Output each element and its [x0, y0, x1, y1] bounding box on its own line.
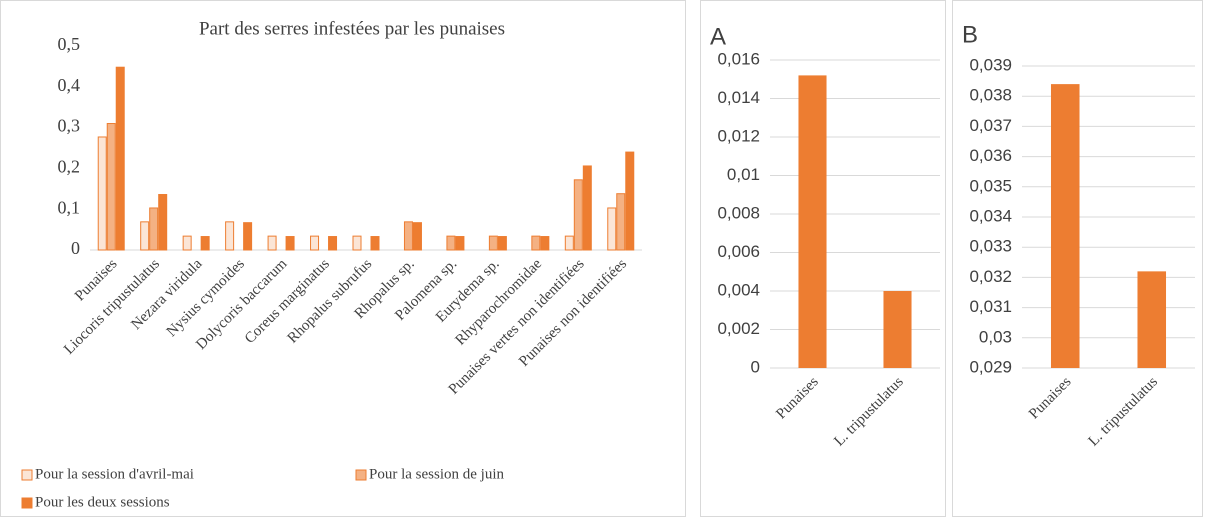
y-tick-label: 0,037	[969, 116, 1012, 135]
bar	[403, 221, 413, 251]
chart-title: B	[962, 21, 978, 48]
y-tick-label: 0,014	[717, 88, 760, 107]
y-tick-label: 0,039	[969, 55, 1012, 74]
bar	[1050, 84, 1080, 369]
bar	[607, 207, 617, 251]
bar	[106, 123, 116, 251]
bar	[497, 236, 507, 251]
bar	[352, 235, 362, 251]
y-tick-label: 0,038	[969, 86, 1012, 105]
legend-swatch	[21, 469, 33, 481]
y-tick-label: 0,004	[717, 280, 760, 299]
y-tick-label: 0,012	[717, 126, 760, 145]
y-tick-label: 0,3	[58, 116, 81, 136]
y-tick-label: 0	[751, 357, 760, 376]
bar	[182, 235, 192, 251]
bar	[582, 165, 592, 251]
bar	[531, 235, 541, 251]
bar	[310, 235, 320, 251]
bar	[412, 222, 422, 251]
y-tick-label: 0,01	[727, 165, 760, 184]
y-tick-label: 0,031	[969, 297, 1012, 316]
y-tick-label: 0,03	[979, 327, 1012, 346]
y-tick-label: 0,016	[717, 49, 760, 68]
y-tick-label: 0,029	[969, 357, 1012, 376]
bar	[140, 221, 150, 251]
legend-label: Pour les deux sessions	[35, 494, 170, 510]
legend-label: Pour la session de juin	[369, 466, 504, 482]
y-tick-label: 0,008	[717, 203, 760, 222]
bar	[370, 236, 380, 251]
bar	[158, 194, 168, 251]
bar	[446, 235, 456, 251]
bar	[328, 236, 338, 251]
bar	[625, 151, 635, 251]
bar	[798, 75, 827, 369]
bar	[1137, 271, 1167, 368]
bar	[285, 236, 295, 251]
bar	[616, 193, 626, 251]
legend-label: Pour la session d'avril-mai	[35, 466, 194, 482]
bar	[540, 236, 550, 251]
chart-title: Part des serres infestées par les punais…	[199, 18, 505, 39]
bar	[573, 179, 583, 251]
bar	[883, 291, 912, 368]
y-tick-label: 0,033	[969, 237, 1012, 256]
bar	[115, 66, 125, 251]
y-tick-label: 0,035	[969, 176, 1012, 195]
y-tick-label: 0,4	[58, 75, 81, 95]
bar	[243, 222, 253, 251]
legend-swatch	[355, 469, 367, 481]
y-tick-label: 0,2	[58, 157, 81, 177]
bar	[488, 235, 498, 251]
y-tick-label: 0,1	[58, 197, 81, 217]
y-tick-label: 0,002	[717, 319, 760, 338]
bar	[97, 136, 107, 251]
y-tick-label: 0,034	[969, 206, 1012, 225]
bar	[225, 221, 235, 251]
bar	[200, 236, 210, 251]
bar	[455, 236, 465, 251]
y-tick-label: 0,036	[969, 146, 1012, 165]
y-tick-label: 0,006	[717, 242, 760, 261]
chart-frame	[0, 0, 686, 517]
y-tick-label: 0,5	[58, 34, 81, 54]
y-tick-label: 0,032	[969, 267, 1012, 286]
chart-title: A	[710, 23, 726, 50]
bar	[267, 235, 277, 251]
y-tick-label: 0	[71, 238, 80, 258]
bar	[149, 207, 159, 251]
legend-swatch	[21, 497, 33, 509]
bar	[564, 235, 574, 251]
